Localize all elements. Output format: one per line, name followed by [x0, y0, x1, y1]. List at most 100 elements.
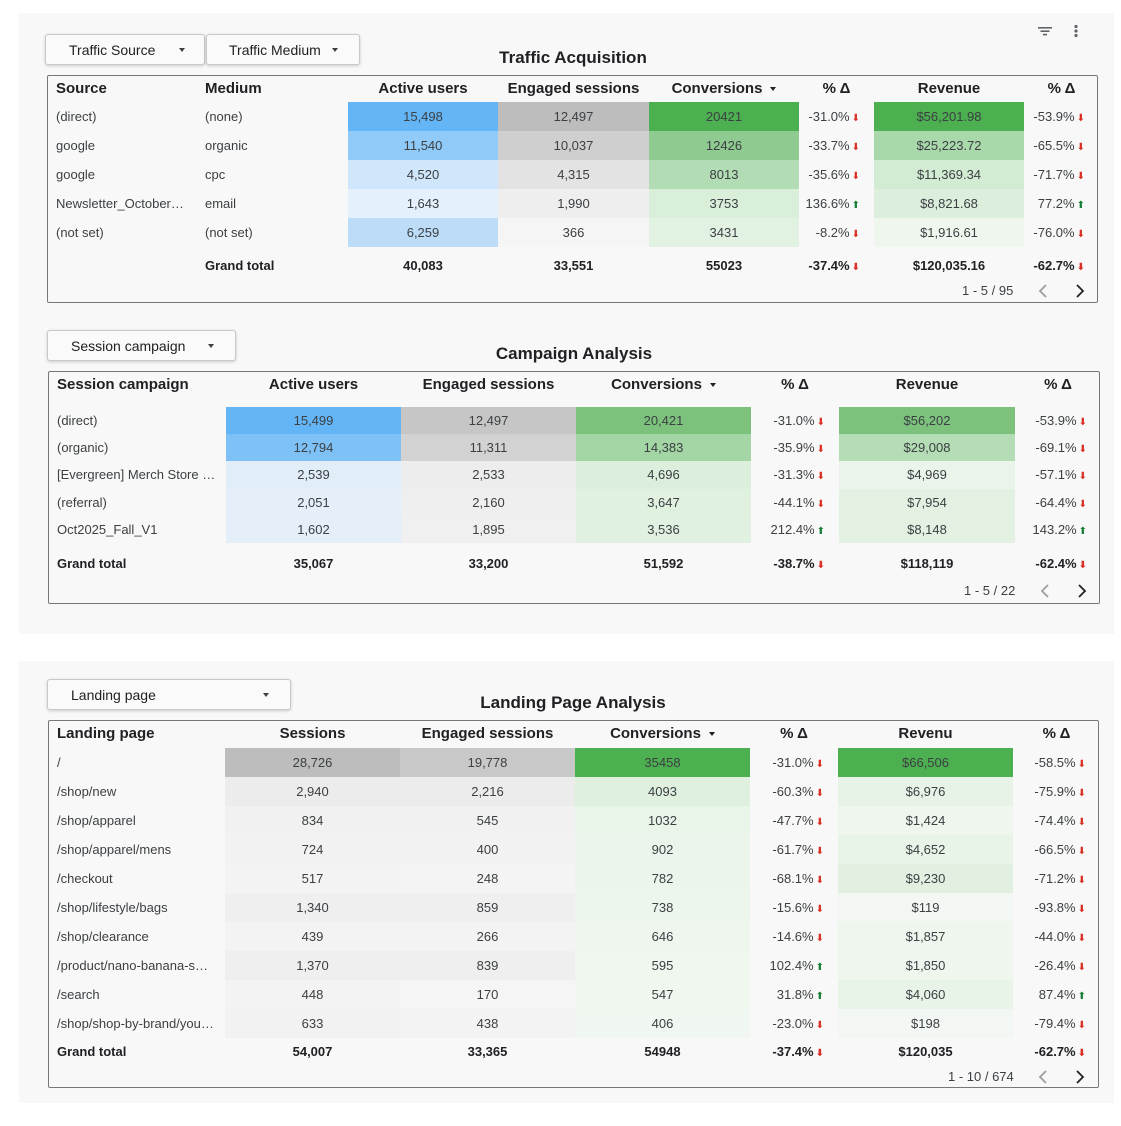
total-active-users: 35,067: [293, 556, 334, 571]
column-header[interactable]: Active users: [268, 376, 359, 393]
filter-icon[interactable]: [1037, 23, 1053, 39]
medium-cell: email: [205, 196, 237, 211]
column-header-label: Conversions: [611, 376, 702, 393]
column-header[interactable]: % Δ: [1044, 376, 1072, 393]
campaign-cell: (organic): [57, 440, 109, 455]
column-header[interactable]: % Δ: [781, 376, 809, 393]
conversions-change-cell: 102.4% ⬆: [750, 951, 838, 980]
chevron-left-icon[interactable]: [1037, 283, 1049, 299]
sort-desc-icon: [709, 383, 716, 388]
sessions-cell: 439: [225, 922, 400, 951]
table-row[interactable]: Newsletter_October… email 1,643 1,990 37…: [48, 189, 1097, 218]
column-header[interactable]: Medium: [205, 80, 262, 97]
column-header[interactable]: % Δ: [1047, 80, 1076, 97]
conversions-cell: 20,421: [576, 407, 751, 434]
landing-page-cell: /shop/clearance: [57, 929, 149, 944]
conversions-change-cell: 212.4% ⬆: [751, 516, 839, 543]
column-header[interactable]: % Δ: [1042, 725, 1071, 742]
chevron-left-icon[interactable]: [1039, 583, 1051, 599]
column-header[interactable]: Engaged sessions: [507, 80, 640, 97]
caret-down-icon: [179, 48, 185, 52]
revenue-change-cell: 143.2% ⬆: [1015, 516, 1101, 543]
arrow-up-icon: ⬆: [1077, 991, 1086, 1002]
revenue-cell: $11,369.34: [874, 160, 1024, 189]
sessions-cell: 2,940: [225, 777, 400, 806]
engaged-sessions-cell: 11,311: [401, 434, 576, 461]
chevron-right-icon[interactable]: [1074, 1069, 1086, 1085]
landing-page-table: Landing page Sessions Engaged sessions C…: [48, 720, 1099, 1088]
grand-total-row: Grand total 35,067 33,200 51,592 -38.7% ⬇…: [49, 549, 1099, 578]
conversions-cell: 3,647: [576, 489, 751, 516]
conversions-change-cell: -44.1% ⬇: [751, 489, 839, 516]
change-value: -79.4%: [1034, 1016, 1076, 1031]
active-users-cell: 1,602: [226, 516, 401, 543]
sessions-cell: 448: [225, 980, 400, 1009]
table-row[interactable]: (direct) 15,499 12,497 20,421 -31.0% ⬇ $5…: [49, 407, 1099, 434]
table-row[interactable]: [Evergreen] Merch Store … 2,539 2,533 4,…: [49, 461, 1099, 489]
chevron-right-icon[interactable]: [1076, 583, 1088, 599]
traffic-acquisition-title: Traffic Acquisition: [499, 48, 647, 67]
conversions-change-cell: -23.0% ⬇: [750, 1009, 838, 1038]
table-row[interactable]: (organic) 12,794 11,311 14,383 -35.9% ⬇ $…: [49, 434, 1099, 461]
grand-total-row: Grand total 54,007 33,365 54948 -37.4% ⬇ …: [49, 1037, 1098, 1066]
table-row[interactable]: /shop/lifestyle/bags 1,340 859 738 -15.6…: [49, 893, 1098, 922]
table-row[interactable]: /shop/shop-by-brand/you… 633 438 406 -23…: [49, 1009, 1098, 1038]
engaged-sessions-cell: 400: [400, 835, 575, 864]
table-row[interactable]: (direct) (none) 15,498 12,497 20421 -31.…: [48, 102, 1097, 131]
column-header-sorted[interactable]: Conversions: [576, 370, 751, 399]
revenue-change-cell: -71.2% ⬇: [1013, 864, 1100, 893]
engaged-sessions-cell: 12,497: [498, 102, 649, 131]
campaign-cell: (referral): [57, 495, 107, 510]
traffic-medium-dropdown[interactable]: Traffic Medium: [206, 34, 360, 65]
column-header[interactable]: Engaged sessions: [421, 725, 554, 742]
arrow-up-icon: ⬆: [815, 962, 824, 973]
conversions-cell: 646: [575, 922, 750, 951]
column-header[interactable]: Source: [56, 80, 107, 97]
table-row[interactable]: /shop/apparel 834 545 1032 -47.7% ⬇ $1,42…: [49, 806, 1098, 835]
column-header-sorted[interactable]: Conversions: [649, 74, 799, 103]
column-header[interactable]: Landing page: [57, 725, 155, 742]
column-header[interactable]: Revenu: [898, 725, 953, 742]
chevron-right-icon[interactable]: [1074, 283, 1086, 299]
column-header[interactable]: Active users: [378, 80, 468, 97]
table-row[interactable]: (not set) (not set) 6,259 366 3431 -8.2%…: [48, 218, 1097, 247]
table-row[interactable]: Oct2025_Fall_V1 1,602 1,895 3,536 212.4%…: [49, 516, 1099, 543]
table-row[interactable]: /search 448 170 547 31.8% ⬆ $4,060 87.4% ⬆: [49, 980, 1098, 1009]
arrow-down-icon: ⬇: [815, 788, 824, 799]
table-row[interactable]: /shop/clearance 439 266 646 -14.6% ⬇ $1,8…: [49, 922, 1098, 951]
table-row[interactable]: /shop/apparel/mens 724 400 902 -61.7% ⬇ $…: [49, 835, 1098, 864]
column-header[interactable]: Sessions: [279, 725, 346, 742]
caret-down-icon: [332, 48, 338, 52]
table-row[interactable]: /checkout 517 248 782 -68.1% ⬇ $9,230 -71…: [49, 864, 1098, 893]
conversions-cell: 35458: [575, 748, 750, 777]
table-row[interactable]: (referral) 2,051 2,160 3,647 -44.1% ⬇ $7,…: [49, 489, 1099, 516]
column-header[interactable]: % Δ: [822, 80, 851, 97]
arrow-down-icon: ⬇: [1076, 142, 1085, 153]
traffic-source-dropdown[interactable]: Traffic Source: [45, 34, 205, 65]
active-users-cell: 15,499: [226, 407, 401, 434]
revenue-cell: $8,148: [839, 516, 1015, 543]
engaged-sessions-cell: 2,216: [400, 777, 575, 806]
chevron-left-icon[interactable]: [1037, 1069, 1049, 1085]
arrow-down-icon: ⬇: [1077, 875, 1086, 886]
column-header[interactable]: % Δ: [780, 725, 808, 742]
table-row[interactable]: /product/nano-banana-s… 1,370 839 595 10…: [49, 951, 1098, 980]
engaged-sessions-cell: 19,778: [400, 748, 575, 777]
column-header[interactable]: Session campaign: [57, 376, 189, 393]
conversions-cell: 8013: [649, 160, 799, 189]
grand-total-label: Grand total: [57, 1044, 127, 1059]
landing-page-dropdown[interactable]: Landing page: [47, 679, 291, 710]
table-row[interactable]: google cpc 4,520 4,315 8013 -35.6% ⬇ $11,…: [48, 160, 1097, 189]
column-header[interactable]: Revenue: [895, 376, 959, 393]
conversions-cell: 4093: [575, 777, 750, 806]
session-campaign-dropdown-label: Session campaign: [71, 338, 186, 354]
table-row[interactable]: / 28,726 19,778 35458 -31.0% ⬇ $66,506 -5…: [49, 748, 1098, 777]
session-campaign-dropdown[interactable]: Session campaign: [47, 330, 236, 361]
table-row[interactable]: google organic 11,540 10,037 12426 -33.7…: [48, 131, 1097, 160]
more-vert-icon[interactable]: [1068, 23, 1084, 39]
column-header-sorted[interactable]: Conversions: [575, 719, 750, 748]
table-row[interactable]: /shop/new 2,940 2,216 4093 -60.3% ⬇ $6,97…: [49, 777, 1098, 806]
column-header[interactable]: Engaged sessions: [422, 376, 555, 393]
column-header[interactable]: Revenue: [917, 80, 981, 97]
conversions-change-cell: -61.7% ⬇: [750, 835, 838, 864]
